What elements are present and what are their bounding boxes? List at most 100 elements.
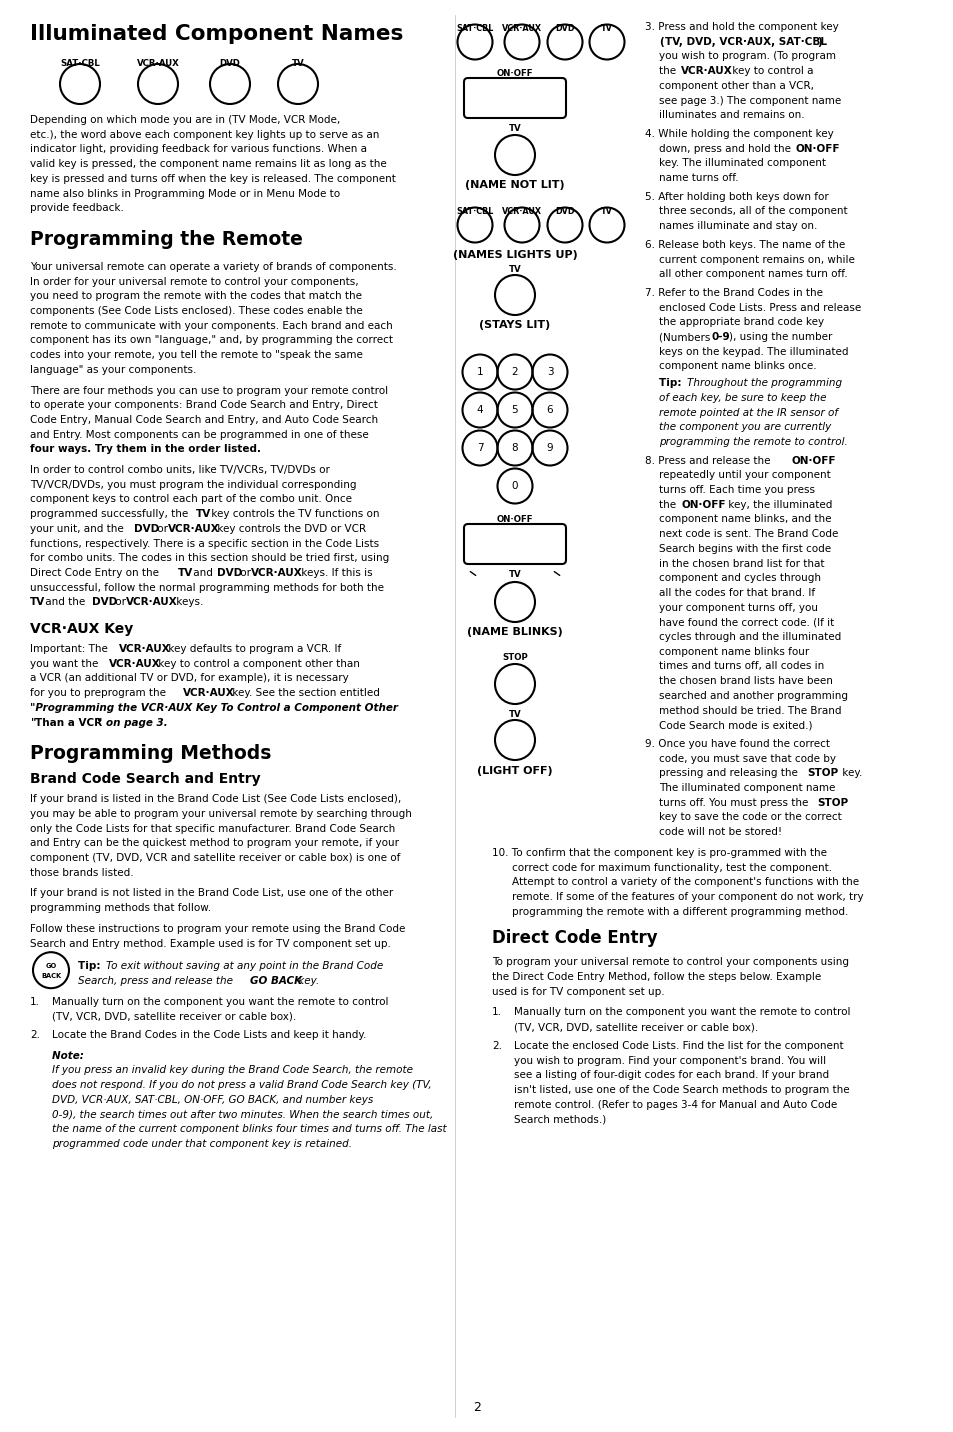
Text: 6: 6 [546, 405, 553, 415]
Text: DVD: DVD [555, 208, 574, 216]
Text: code, you must save that code by: code, you must save that code by [659, 753, 835, 763]
Text: TV, DVD, VCR·AUX, SAT·CBL: TV, DVD, VCR·AUX, SAT·CBL [664, 37, 826, 47]
Text: key. See the section entitled: key. See the section entitled [229, 689, 379, 699]
Text: current component remains on, while: current component remains on, while [659, 255, 854, 265]
Text: 1.: 1. [30, 997, 40, 1007]
Text: If you press an invalid key during the Brand Code Search, the remote: If you press an invalid key during the B… [52, 1065, 413, 1075]
Text: TV: TV [508, 125, 520, 133]
Text: for combo units. The codes in this section should be tried first, using: for combo units. The codes in this secti… [30, 553, 389, 563]
Text: Manually turn on the component you want the remote to control: Manually turn on the component you want … [52, 997, 388, 1007]
Text: or: or [112, 597, 129, 607]
Text: BACK: BACK [41, 974, 61, 979]
Text: and Entry. Most components can be programmed in one of these: and Entry. Most components can be progra… [30, 430, 369, 440]
Text: or: or [236, 569, 254, 579]
Text: 5: 5 [511, 405, 517, 415]
Text: SAT·CBL: SAT·CBL [456, 208, 493, 216]
Text: a VCR (an additional TV or DVD, for example), it is necessary: a VCR (an additional TV or DVD, for exam… [30, 673, 349, 683]
Text: Code Entry, Manual Code Search and Entry, and Auto Code Search: Code Entry, Manual Code Search and Entry… [30, 415, 377, 425]
Text: 2.: 2. [492, 1041, 501, 1051]
Text: Direct Code Entry: Direct Code Entry [492, 929, 657, 948]
Text: and the: and the [42, 597, 89, 607]
Text: Note:: Note: [52, 1051, 88, 1061]
Text: VCR·AUX: VCR·AUX [501, 208, 541, 216]
Text: isn't listed, use one of the Code Search methods to program the: isn't listed, use one of the Code Search… [514, 1085, 849, 1095]
Text: TV: TV [292, 59, 304, 67]
Text: To exit without saving at any point in the Brand Code: To exit without saving at any point in t… [106, 961, 383, 971]
Text: Depending on which mode you are in (TV Mode, VCR Mode,: Depending on which mode you are in (TV M… [30, 115, 340, 125]
Text: remote pointed at the IR sensor of: remote pointed at the IR sensor of [659, 408, 837, 418]
Text: 2.: 2. [30, 1030, 40, 1040]
Text: ON·OFF: ON·OFF [681, 500, 726, 510]
Text: 0-9: 0-9 [710, 332, 729, 342]
Text: provide feedback.: provide feedback. [30, 203, 124, 213]
Text: searched and another programming: searched and another programming [659, 690, 847, 700]
Text: (Numbers: (Numbers [659, 332, 713, 342]
Text: DVD: DVD [555, 24, 574, 33]
Text: Search, press and release the: Search, press and release the [78, 975, 236, 985]
Text: VCR·AUX: VCR·AUX [168, 524, 219, 534]
Text: Throughout the programming: Throughout the programming [686, 378, 841, 388]
Text: There are four methods you can use to program your remote control: There are four methods you can use to pr… [30, 385, 388, 395]
Text: 2: 2 [473, 1400, 480, 1413]
Text: TV: TV [508, 265, 520, 274]
Text: In order to control combo units, like TV/VCRs, TV/DVDs or: In order to control combo units, like TV… [30, 465, 330, 475]
Text: STOP: STOP [806, 769, 838, 779]
Text: "Programming the VCR·AUX Key To Control a Component Other: "Programming the VCR·AUX Key To Control … [30, 703, 397, 713]
Text: TV: TV [30, 597, 45, 607]
Text: times and turns off, all codes in: times and turns off, all codes in [659, 662, 823, 672]
Text: component other than a VCR,: component other than a VCR, [659, 80, 813, 90]
Text: correct code for maximum functionality, test the component.: correct code for maximum functionality, … [512, 862, 831, 872]
Text: programming methods that follow.: programming methods that follow. [30, 904, 211, 914]
Text: Follow these instructions to program your remote using the Brand Code: Follow these instructions to program you… [30, 924, 405, 934]
Text: VCR·AUX: VCR·AUX [680, 66, 732, 76]
Text: Tip:: Tip: [78, 961, 104, 971]
Text: 3. Press and hold the component key: 3. Press and hold the component key [644, 21, 838, 32]
Text: VCR·AUX: VCR·AUX [126, 597, 177, 607]
Text: remote to communicate with your components. Each brand and each: remote to communicate with your componen… [30, 321, 393, 331]
Text: Important: The: Important: The [30, 644, 111, 654]
Text: indicator light, providing feedback for various functions. When a: indicator light, providing feedback for … [30, 145, 367, 155]
Text: VCR·AUX: VCR·AUX [183, 689, 234, 699]
Text: DVD: DVD [133, 524, 159, 534]
Text: 3: 3 [546, 367, 553, 377]
Text: " on page 3.: " on page 3. [97, 717, 168, 727]
Text: ON·OFF: ON·OFF [791, 455, 836, 465]
Text: key to control a: key to control a [728, 66, 813, 76]
Text: you wish to program. (To program: you wish to program. (To program [659, 52, 835, 62]
Text: STOP: STOP [501, 653, 527, 662]
Text: key controls the TV functions on: key controls the TV functions on [208, 510, 379, 520]
Text: your component turns off, you: your component turns off, you [659, 603, 817, 613]
Text: ): ) [816, 37, 821, 47]
Text: those brands listed.: those brands listed. [30, 868, 133, 878]
Text: valid key is pressed, the component name remains lit as long as the: valid key is pressed, the component name… [30, 159, 386, 169]
Text: 1: 1 [476, 367, 483, 377]
Text: DVD: DVD [91, 597, 117, 607]
Text: In order for your universal remote to control your components,: In order for your universal remote to co… [30, 276, 358, 286]
Text: the component you are currently: the component you are currently [659, 422, 830, 432]
Text: DVD: DVD [219, 59, 240, 67]
Text: STOP: STOP [816, 798, 847, 808]
Text: keys on the keypad. The illuminated: keys on the keypad. The illuminated [659, 347, 847, 357]
Text: method should be tried. The Brand: method should be tried. The Brand [659, 706, 841, 716]
Text: to operate your components: Brand Code Search and Entry, Direct: to operate your components: Brand Code S… [30, 400, 377, 410]
Text: 8: 8 [511, 442, 517, 453]
Text: VCR·AUX: VCR·AUX [501, 24, 541, 33]
Text: in the chosen brand list for that: in the chosen brand list for that [659, 558, 823, 569]
Text: key.: key. [294, 975, 319, 985]
Text: 0: 0 [511, 481, 517, 491]
Text: 0-9), the search times out after two minutes. When the search times out,: 0-9), the search times out after two min… [52, 1110, 433, 1120]
Text: component name blinks four: component name blinks four [659, 647, 808, 657]
Text: component name blinks once.: component name blinks once. [659, 361, 816, 371]
Text: VCR·AUX: VCR·AUX [109, 659, 161, 669]
Text: illuminates and remains on.: illuminates and remains on. [659, 110, 803, 120]
Text: all other component names turn off.: all other component names turn off. [659, 269, 846, 279]
Text: Tip:: Tip: [659, 378, 684, 388]
Text: programmed code under that component key is retained.: programmed code under that component key… [52, 1138, 352, 1148]
Text: component has its own "language," and, by programming the correct: component has its own "language," and, b… [30, 335, 393, 345]
Text: Illuminated Component Names: Illuminated Component Names [30, 24, 403, 44]
Text: turns off. Each time you press: turns off. Each time you press [659, 485, 814, 495]
Text: Search begins with the first code: Search begins with the first code [659, 544, 830, 554]
Text: Manually turn on the component you want the remote to control: Manually turn on the component you want … [514, 1007, 850, 1017]
Text: next code is sent. The Brand Code: next code is sent. The Brand Code [659, 528, 838, 538]
Text: ON·OFF: ON·OFF [497, 69, 533, 77]
